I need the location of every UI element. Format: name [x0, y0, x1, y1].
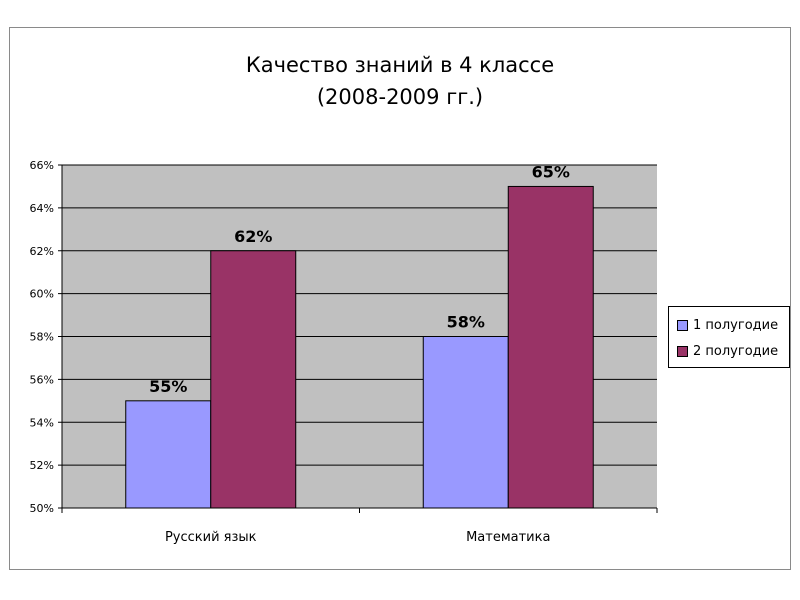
y-tick-label: 56% — [30, 373, 54, 386]
bar-series-1 — [125, 400, 212, 509]
legend-item-series-2: 2 полугодие — [677, 341, 778, 361]
y-tick-label: 62% — [30, 245, 54, 258]
chart-title: Качество знаний в 4 классе — [245, 53, 555, 77]
legend: 1 полугодие 2 полугодие — [668, 306, 790, 368]
legend-item-series-1: 1 полугодие — [677, 315, 778, 335]
y-tick-label: 60% — [30, 288, 54, 301]
legend-swatch-series-1 — [677, 319, 688, 331]
bar-series-2 — [210, 250, 297, 509]
y-tick-label: 64% — [30, 202, 54, 215]
data-label: 55% — [149, 377, 187, 396]
chart-subtitle: (2008-2009 гг.) — [316, 85, 484, 109]
data-label: 58% — [447, 313, 485, 332]
x-tick-label: Математика — [466, 530, 550, 545]
data-label: 62% — [234, 227, 272, 246]
y-tick-label: 52% — [30, 459, 54, 472]
bar-series-2 — [507, 185, 594, 509]
y-tick-label: 66% — [30, 159, 54, 172]
legend-label-series-1: 1 полугодие — [693, 317, 779, 333]
y-tick-label: 50% — [30, 502, 54, 515]
x-tick-label: Русский язык — [165, 530, 257, 545]
legend-swatch-series-2 — [677, 345, 688, 357]
bar-series-1 — [422, 336, 509, 509]
legend-label-series-2: 2 полугодие — [693, 343, 779, 359]
data-label: 65% — [532, 162, 570, 181]
y-tick-label: 58% — [30, 331, 54, 344]
y-tick-label: 54% — [30, 416, 54, 429]
chart-title-block: Качество знаний в 4 классе (2008-2009 гг… — [0, 49, 800, 113]
